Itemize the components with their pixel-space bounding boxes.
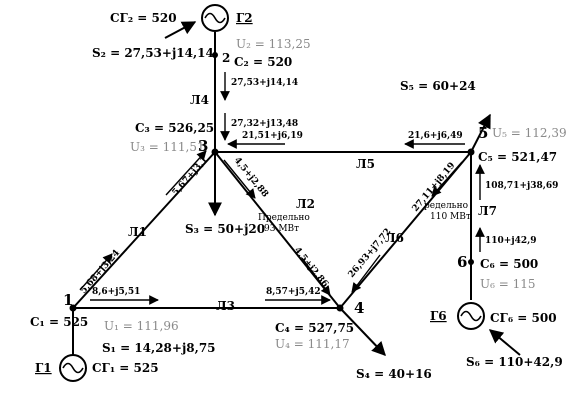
node4-cost: C₄ = 527,75 <box>275 321 354 335</box>
node4-number: 4 <box>354 299 364 317</box>
flow-f2-top: 27,53+j14,14 <box>231 78 298 88</box>
node5-voltage: U₅ = 112,39 <box>492 126 567 140</box>
flow-arrow-f1-out <box>79 253 113 291</box>
limit-l2-line1: Предельно <box>258 213 310 223</box>
bus-5-dot <box>467 148 475 156</box>
flow-f4-3: 27,32+j13,48 <box>231 119 298 129</box>
generator-g6 <box>457 302 485 330</box>
gen-g2-cost: CГ₂ = 520 <box>110 11 177 25</box>
load-arrow-s5 <box>470 113 491 153</box>
line-label-l4: Л4 <box>190 93 209 107</box>
line-label-l5: Л5 <box>356 157 375 171</box>
node3-number: 3 <box>198 137 208 155</box>
load-arrow-s4 <box>339 307 386 357</box>
gen-arrow-g2 <box>164 21 197 39</box>
node4-voltage: U₄ = 111,17 <box>275 337 350 351</box>
bus-6-dot <box>468 259 474 265</box>
node1-cost: C₁ = 525 <box>30 315 88 329</box>
flow-f3-out: 5,67+j3,1 <box>171 155 210 198</box>
bus-1-dot <box>69 304 77 312</box>
node2-number: 2 <box>222 51 230 65</box>
generator-g1 <box>59 354 87 382</box>
node1-power: S₁ = 14,28+j8,75 <box>102 341 216 355</box>
node2-voltage: U₂ = 113,25 <box>236 37 311 51</box>
line-label-l1: Л1 <box>128 225 147 239</box>
flow-f6-up: 110+j42,9 <box>485 236 537 246</box>
node2-power: S₂ = 27,53+j14,14 <box>92 46 214 60</box>
limit-l2-line2: 93 МВт <box>264 224 299 234</box>
node5-cost: C₅ = 521,47 <box>478 150 557 164</box>
bus-4-dot <box>336 304 344 312</box>
bus-2-dot <box>212 52 218 58</box>
line-label-l3: Л3 <box>216 299 235 313</box>
gen-g2-label: Г2 <box>236 11 253 25</box>
gen-g6-cost: CГ₆ = 500 <box>490 311 557 325</box>
node3-voltage: U₃ = 111,51 <box>130 140 205 154</box>
node1-number: 1 <box>63 291 73 309</box>
line-label-l6: Л6 <box>385 231 404 245</box>
gen-arrow-g6 <box>488 329 521 356</box>
gen-g1-label: Г1 <box>35 361 52 375</box>
line-label-l7: Л7 <box>478 204 497 218</box>
node3-power: S₃ = 50+j20 <box>185 222 265 236</box>
node6-cost: C₆ = 500 <box>480 257 538 271</box>
flow-f5-in3: 21,51+j6,19 <box>242 131 303 141</box>
line-l6 <box>339 151 472 309</box>
flow-f1-3: 8,6+j5,51 <box>92 287 140 297</box>
gen-g6-label: Г6 <box>430 309 447 323</box>
generator-g2 <box>201 4 229 32</box>
node5-number: 5 <box>478 124 488 142</box>
line-l1 <box>72 151 216 309</box>
node6-voltage: U₆ = 115 <box>480 277 536 291</box>
flow-f4-l2: 4,5+j2,86 <box>292 246 330 290</box>
flow-f5-out: 21,6+j6,49 <box>408 131 463 141</box>
flow-f7-up: 108,71+j38,69 <box>485 181 558 191</box>
limit-l7-line1: редельно <box>424 201 468 211</box>
line-label-l2: Л2 <box>296 197 315 211</box>
flow-arrow-f4-l2 <box>301 257 331 296</box>
node6-number: 6 <box>457 253 467 271</box>
node4-power: S₄ = 40+16 <box>356 367 432 381</box>
line-l2 <box>214 151 341 309</box>
flow-arrow-f4-l6 <box>351 254 381 293</box>
flow-arrow-f3-out <box>165 150 207 196</box>
node2-cost: C₂ = 520 <box>234 55 292 69</box>
bus-3-dot <box>211 148 219 156</box>
node6-power: S₆ = 110+42,9 <box>466 355 563 369</box>
flow-arrow-f3-l2 <box>223 159 256 199</box>
limit-l7-line2: 110 МВт <box>430 212 471 222</box>
node1-voltage: U₁ = 111,96 <box>104 319 179 333</box>
gen-g1-cost: CГ₁ = 525 <box>92 361 159 375</box>
node5-power: S₅ = 60+24 <box>400 79 476 93</box>
flow-f3-4: 8,57+j5,42 <box>266 287 321 297</box>
flow-arrow-f5-l6 <box>431 161 463 197</box>
node3-cost: C₃ = 526,25 <box>135 121 214 135</box>
